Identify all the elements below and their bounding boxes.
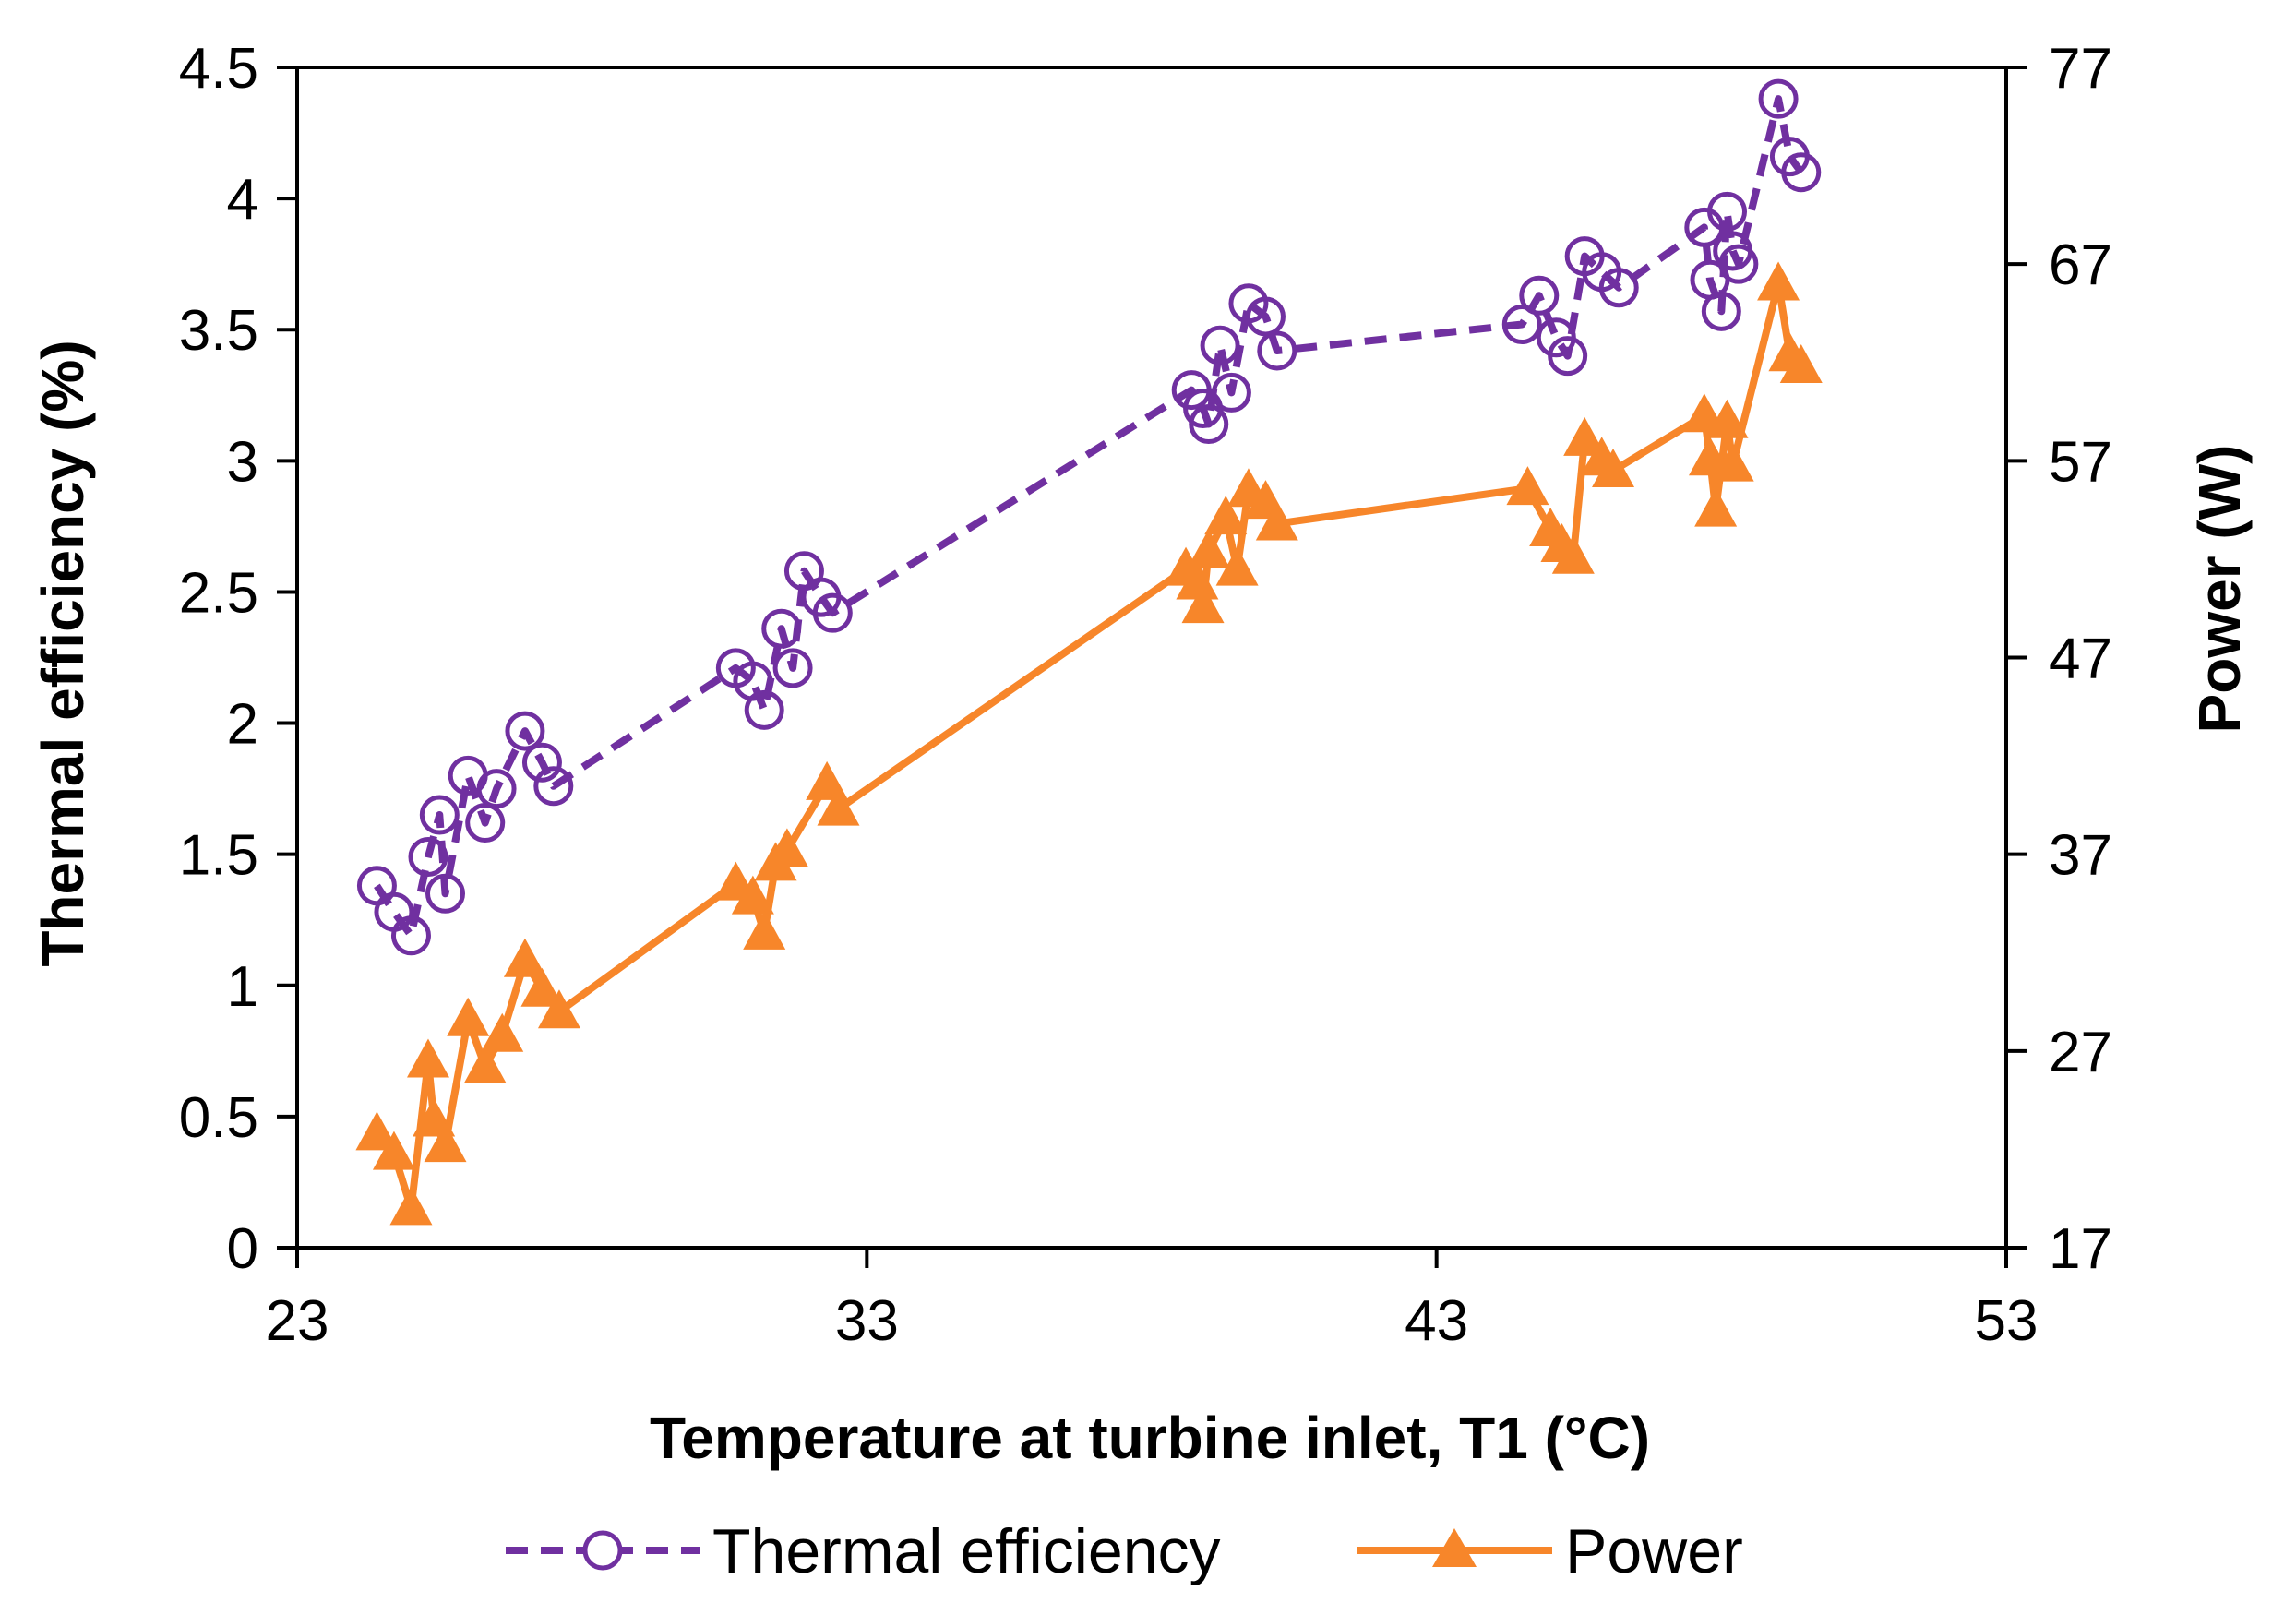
data-point-power [1187,529,1230,568]
data-point-thermal-efficiency [772,648,813,688]
legend-item-thermal-efficiency: Thermal efficiency [506,1516,1221,1586]
data-point-power [731,875,774,915]
data-point-power [1592,448,1635,487]
data-point-thermal-efficiency [408,837,448,878]
data-point-power [537,989,580,1029]
data-point-power [1506,466,1549,506]
data-point-power [463,1044,507,1083]
data-point-thermal-efficiency [1718,244,1759,284]
data-point-thermal-efficiency [1758,78,1799,119]
data-point-power [1551,534,1595,574]
data-point-power [817,786,860,826]
data-point-power [1181,584,1225,624]
x-axis-title: Temperature at turbine inlet, T1 (°C) [650,1405,1650,1471]
data-point-power [406,1038,449,1078]
data-point-thermal-efficiency [1707,191,1748,232]
y2-tick-label: 47 [2049,628,2112,691]
y2-tick-label: 67 [2049,233,2112,297]
data-point-thermal-efficiency [1257,330,1297,371]
y-axis-title: Thermal efficiency (%) [30,340,96,966]
data-point-power [481,1012,524,1052]
y2-tick-label: 57 [2049,430,2112,494]
data-point-power [1711,442,1754,482]
y2-axis-title: Power (W) [2186,445,2253,734]
y2-tick-label: 17 [2049,1217,2112,1281]
data-point-thermal-efficiency [1245,296,1286,337]
data-point-thermal-efficiency [521,742,562,783]
data-point-power [1694,487,1738,527]
data-point-power [1204,496,1248,535]
data-point-thermal-efficiency [1598,268,1639,308]
y2-tick-label: 77 [2049,37,2112,101]
y-tick-label: 4.5 [179,37,258,101]
data-point-thermal-efficiency [390,915,431,956]
data-point-thermal-efficiency [1501,305,1542,345]
y-tick-label: 1.5 [179,824,258,888]
data-point-thermal-efficiency [425,873,466,914]
data-point-thermal-efficiency [744,689,784,730]
data-point-power [520,967,564,1007]
legend-marker-power [1432,1528,1477,1567]
y-tick-label: 3.5 [179,299,258,363]
data-point-power [1215,546,1259,586]
legend-item-power: Power [1357,1516,1743,1586]
data-point-thermal-efficiency [812,592,853,633]
y-tick-label: 2.5 [179,561,258,625]
y-tick-label: 0.5 [179,1086,258,1150]
data-point-thermal-efficiency [533,766,574,807]
legend-label-thermal-efficiency: Thermal efficiency [712,1516,1221,1586]
x-tick-label: 23 [266,1289,329,1353]
data-point-power [389,1186,433,1226]
data-point-power [765,828,808,867]
x-tick-label: 53 [1975,1289,2039,1353]
data-point-thermal-efficiency [476,769,517,809]
y-tick-label: 2 [227,693,258,757]
data-point-power [1563,416,1607,456]
data-point-power [1705,399,1749,438]
data-point-power [503,938,546,977]
data-point-power [1176,560,1219,600]
data-point-thermal-efficiency [1189,404,1229,445]
data-point-thermal-efficiency [1548,336,1588,377]
series-line-thermal-efficiency [374,95,1805,939]
data-point-power [424,1123,467,1163]
data-point-thermal-efficiency [1200,325,1240,365]
legend: Thermal efficiency Power [506,1516,1743,1586]
y-tick-label: 3 [227,430,258,494]
data-point-power [1757,261,1800,301]
legend-label-power: Power [1565,1516,1743,1586]
data-point-thermal-efficiency [1211,372,1251,413]
data-point-power [1779,344,1823,384]
x-tick-label: 43 [1405,1289,1468,1353]
data-point-thermal-efficiency [465,803,506,843]
data-point-power [372,1130,415,1170]
legend-marker-thermal-efficiency [582,1530,623,1571]
data-point-thermal-efficiency [505,711,545,751]
data-point-power [743,910,786,950]
y-tick-label: 0 [227,1217,258,1281]
series-layer [355,78,1823,1226]
data-point-power [447,997,490,1036]
data-point-thermal-efficiency [419,795,460,835]
data-point-thermal-efficiency [761,608,802,649]
data-point-thermal-efficiency [1781,152,1822,193]
axis-layer: 0 0.5 1 1.5 2 2.5 3 3.5 4 4.5 17 27 37 47 57 67 77 23 33 43… [179,37,2112,1353]
y-tick-label: 4 [227,168,258,232]
data-point-thermal-efficiency [1701,291,1741,331]
y2-tick-label: 27 [2049,1021,2112,1084]
x-tick-label: 33 [835,1289,899,1353]
data-point-power [355,1111,399,1151]
data-point-power [1255,501,1298,541]
data-point-thermal-efficiency [1519,275,1560,316]
y2-tick-label: 37 [2049,824,2112,888]
y-tick-label: 1 [227,955,258,1019]
